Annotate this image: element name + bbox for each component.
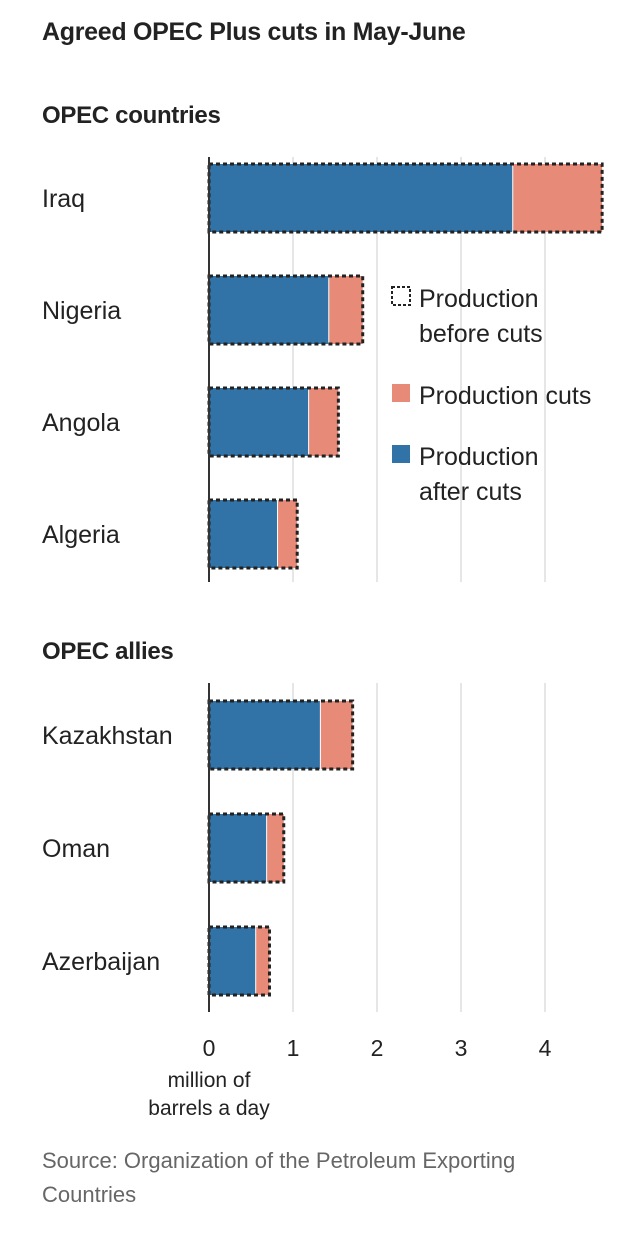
- section-title-opec-allies: OPEC allies: [42, 638, 174, 665]
- source-note: Source: Organization of the Petroleum Ex…: [42, 1148, 516, 1207]
- bar-production-after-cuts: [209, 814, 267, 882]
- legend-swatch-cuts: [392, 384, 410, 402]
- bar-production-cuts: [320, 701, 353, 769]
- bar-production-cuts: [309, 388, 339, 456]
- legend-swatch-after: [392, 445, 410, 463]
- legend-label: Production cuts: [419, 382, 591, 410]
- bar-production-after-cuts: [209, 276, 329, 344]
- x-tick-label: 3: [455, 1035, 468, 1061]
- bar-production-cuts: [256, 927, 270, 995]
- bar-production-before-cuts-outline: [207, 699, 355, 771]
- category-label: Iraq: [42, 185, 85, 213]
- bar-production-cuts: [329, 276, 363, 344]
- category-label: Kazakhstan: [42, 722, 173, 750]
- bar-production-cuts: [513, 164, 603, 232]
- category-label: Angola: [42, 409, 120, 437]
- section-title-opec-countries: OPEC countries: [42, 102, 221, 129]
- bar-production-after-cuts: [209, 927, 256, 995]
- bar-production-before-cuts-outline: [207, 162, 604, 234]
- bar-production-cuts: [278, 500, 298, 568]
- legend-swatch-before-cuts: [391, 286, 411, 306]
- x-axis-label-line: million of: [168, 1069, 251, 1092]
- x-tick-label: 1: [287, 1035, 300, 1061]
- chart-title: Agreed OPEC Plus cuts in May-June: [42, 18, 466, 46]
- category-label: Oman: [42, 835, 110, 863]
- category-label: Nigeria: [42, 297, 121, 325]
- bar-production-before-cuts-outline: [207, 925, 271, 997]
- x-tick-label: 2: [371, 1035, 384, 1061]
- bar-production-after-cuts: [209, 164, 513, 232]
- x-tick-label: 0: [203, 1035, 216, 1061]
- x-axis-label-line: barrels a day: [148, 1097, 270, 1120]
- bar-production-after-cuts: [209, 701, 320, 769]
- category-label: Azerbaijan: [42, 948, 160, 976]
- bar-production-before-cuts-outline: [207, 498, 299, 570]
- legend-label: after cuts: [419, 478, 522, 506]
- legend-label: before cuts: [419, 320, 543, 348]
- legend-label: Production: [419, 443, 539, 471]
- category-label: Algeria: [42, 521, 120, 549]
- x-tick-label: 4: [539, 1035, 552, 1061]
- bar-production-cuts: [267, 814, 284, 882]
- bar-production-before-cuts-outline: [207, 812, 286, 884]
- bar-production-after-cuts: [209, 500, 278, 568]
- legend-label: Production: [419, 285, 539, 313]
- bar-production-after-cuts: [209, 388, 309, 456]
